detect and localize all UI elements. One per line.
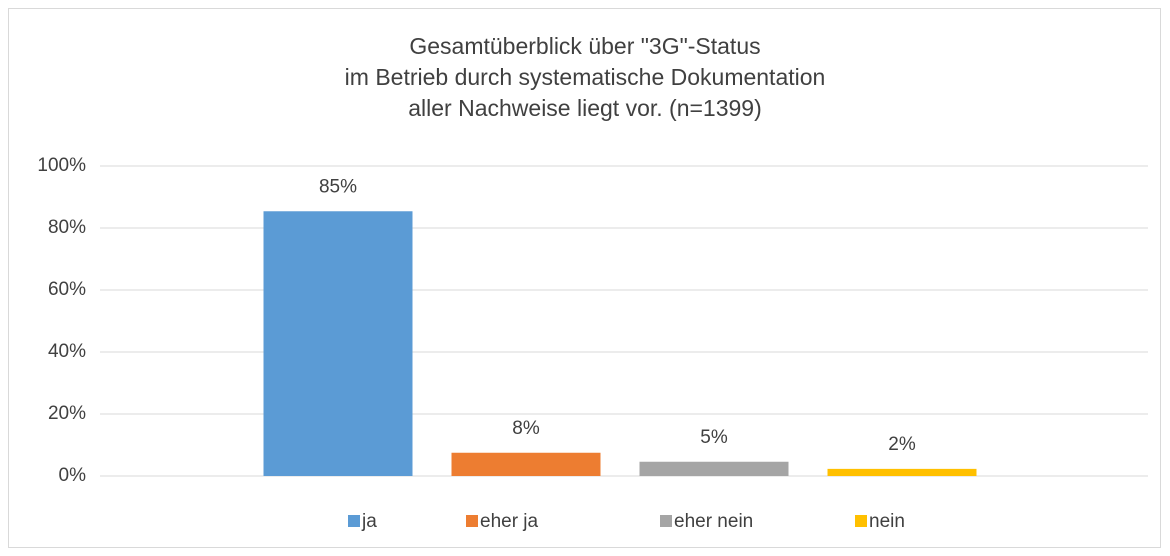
y-tick-label: 100%	[37, 155, 86, 176]
data-label: 5%	[700, 427, 728, 448]
y-tick-label: 0%	[59, 465, 87, 486]
y-tick-label: 80%	[48, 217, 86, 238]
bar	[263, 211, 413, 476]
data-label: 2%	[888, 434, 916, 455]
bar	[827, 468, 977, 476]
chart-title: aller Nachweise liegt vor. (n=1399)	[408, 95, 762, 121]
legend-swatch	[855, 515, 867, 527]
legend-swatch	[466, 515, 478, 527]
data-label: 8%	[512, 418, 540, 439]
legend-label: ja	[361, 511, 377, 532]
y-tick-label: 60%	[48, 279, 86, 300]
y-tick-label: 40%	[48, 341, 86, 362]
bar	[451, 452, 601, 476]
y-tick-label: 20%	[48, 403, 86, 424]
data-label: 85%	[319, 176, 357, 197]
legend-swatch	[660, 515, 672, 527]
chart-title: Gesamtüberblick über "3G"-Status	[409, 33, 760, 59]
chart-title: im Betrieb durch systematische Dokumenta…	[345, 64, 826, 90]
legend-label: eher ja	[480, 511, 539, 532]
legend-swatch	[348, 515, 360, 527]
bar	[639, 461, 789, 476]
legend-label: eher nein	[674, 511, 753, 532]
legend-label: nein	[869, 511, 905, 532]
